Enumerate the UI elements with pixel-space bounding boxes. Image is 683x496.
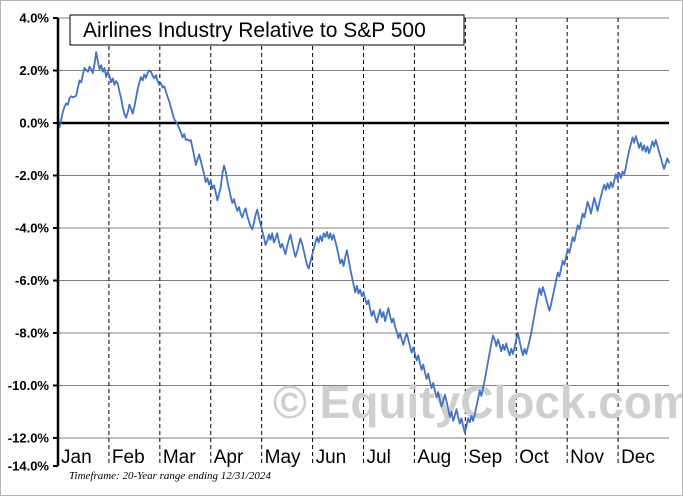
x-tick-label-oct: Oct <box>519 447 549 468</box>
y-tick-label: 0.0% <box>19 116 49 131</box>
x-axis-month-labels: Jan Feb Mar Apr May Jun Jul Aug Sep Oct Nov Dec <box>61 447 655 468</box>
x-tick-label-mar: Mar <box>163 447 196 468</box>
chart-title-box <box>69 14 465 46</box>
y-tick-label: -14.0% <box>8 459 50 474</box>
chart-title: Airlines Industry Relative to S&P 500 <box>83 19 426 42</box>
x-tick-label-aug: Aug <box>417 447 451 468</box>
month-divider-lines <box>108 18 619 466</box>
y-tick-label: 2.0% <box>19 63 49 78</box>
y-tick-label: -10.0% <box>8 378 50 393</box>
x-tick-label-feb: Feb <box>112 447 145 468</box>
y-tick-label: -4.0% <box>15 221 49 236</box>
y-axis <box>53 17 60 467</box>
x-tick-label-sep: Sep <box>468 447 502 468</box>
y-tick-label: -2.0% <box>15 168 49 183</box>
price-series-line <box>57 51 670 434</box>
x-tick-label-dec: Dec <box>621 447 655 468</box>
x-tick-label-jan: Jan <box>61 447 92 468</box>
y-tick-label: 4.0% <box>19 11 49 26</box>
x-tick-label-apr: Apr <box>214 447 244 468</box>
y-tick-label: -8.0% <box>15 326 49 341</box>
y-tick-label: -12.0% <box>8 431 50 446</box>
x-tick-label-jul: Jul <box>367 447 391 468</box>
x-tick-label-may: May <box>265 447 301 468</box>
y-tick-label: -6.0% <box>15 273 49 288</box>
chart-footnote-timeframe: Timeframe: 20-Year range ending 12/31/20… <box>69 470 271 482</box>
y-axis-tick-labels: 4.0% 2.0% 0.0% -2.0% -4.0% -6.0% -8.0% -10.0% -1… <box>8 11 50 474</box>
x-tick-label-nov: Nov <box>570 447 604 468</box>
x-tick-label-jun: Jun <box>316 447 347 468</box>
